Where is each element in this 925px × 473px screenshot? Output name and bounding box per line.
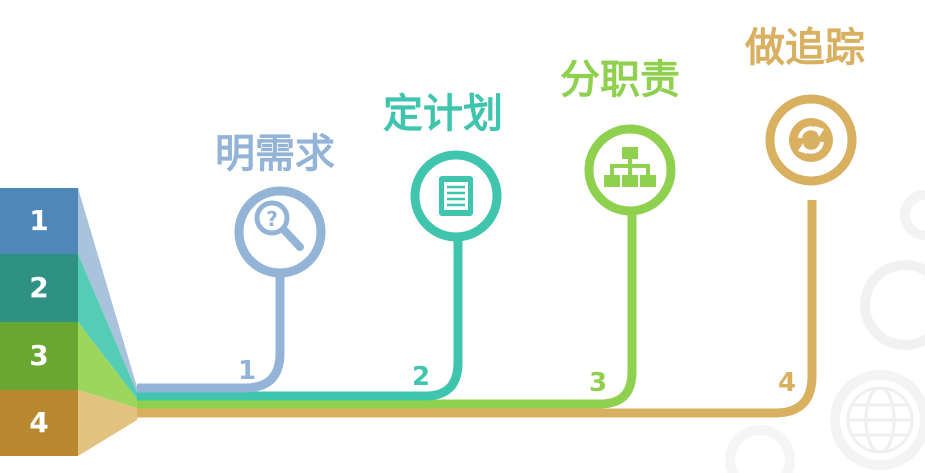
funnel-2 <box>78 254 137 399</box>
step-number-2: 2 <box>412 362 431 392</box>
step-label-3: 分职责 <box>560 57 680 103</box>
path-2 <box>137 238 463 401</box>
document-list-icon <box>439 176 473 216</box>
path-1 <box>137 272 285 393</box>
step-number-1: 1 <box>238 356 257 386</box>
path-4 <box>137 200 817 418</box>
block-4 <box>0 390 78 456</box>
org-chart-icon <box>604 147 656 187</box>
step-label-4: 做追踪 <box>745 25 865 71</box>
refresh-cycle-icon <box>789 118 833 162</box>
search-question-icon: ? <box>254 200 304 251</box>
block-3 <box>0 322 78 390</box>
step-number-3: 3 <box>589 368 608 398</box>
block-1 <box>0 188 78 254</box>
block-number-2: 2 <box>29 271 49 304</box>
globe-decoration <box>846 386 914 454</box>
block-number-1: 1 <box>29 204 49 237</box>
path-3 <box>137 205 637 409</box>
funnel-4 <box>78 390 137 456</box>
block-number-4: 4 <box>29 406 49 439</box>
step-label-1: 明需求 <box>215 131 335 177</box>
block-number-3: 3 <box>29 339 49 372</box>
step-label-2: 定计划 <box>383 91 503 137</box>
svg-text:?: ? <box>266 207 278 231</box>
funnel-1 <box>78 188 137 392</box>
funnel-3 <box>78 322 137 408</box>
background-decoration <box>725 190 925 473</box>
step-number-4: 4 <box>778 368 797 398</box>
block-2 <box>0 254 78 322</box>
